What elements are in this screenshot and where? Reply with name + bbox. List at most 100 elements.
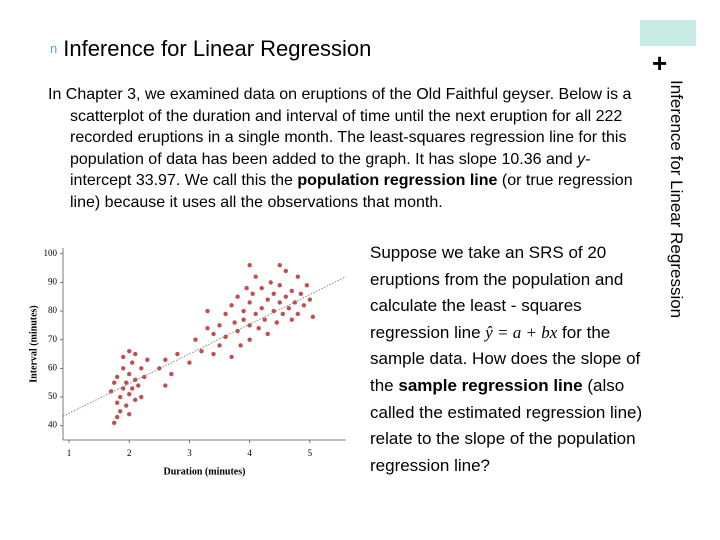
data-point: [118, 409, 123, 414]
data-point: [211, 331, 216, 337]
data-point: [295, 311, 301, 317]
data-point: [298, 291, 304, 297]
data-point: [265, 331, 270, 337]
data-point: [229, 354, 234, 360]
data-point: [277, 283, 282, 288]
data-point: [127, 391, 132, 397]
corner-block: [640, 20, 696, 46]
data-point: [259, 305, 264, 311]
text: -intercept: [70, 150, 591, 190]
data-point: [133, 351, 138, 357]
y-tick-label: 50: [48, 391, 58, 401]
data-point: [130, 360, 135, 365]
data-point: [256, 326, 261, 331]
corner-mark: +: [652, 48, 668, 78]
data-point: [121, 354, 126, 360]
slope: 10.36: [501, 150, 542, 168]
y-axis-label: Interval (minutes): [28, 305, 39, 383]
data-point: [241, 308, 246, 314]
bold-term: population regression line: [297, 172, 498, 189]
data-point: [247, 323, 252, 328]
data-point: [193, 337, 198, 342]
data-point: [205, 308, 210, 314]
data-point: [271, 308, 276, 314]
data-point: [187, 360, 192, 365]
data-point: [247, 300, 252, 305]
data-point: [244, 285, 249, 291]
data-point: [205, 326, 210, 331]
data-point: [139, 366, 144, 371]
data-point: [124, 380, 129, 385]
data-point: [262, 317, 267, 322]
data-point: [145, 357, 150, 362]
data-point: [250, 291, 255, 297]
data-point: [289, 288, 295, 294]
intro-paragraph: In Chapter 3, we examined data on erupti…: [48, 84, 640, 213]
data-point: [163, 383, 168, 388]
data-point: [292, 300, 298, 305]
data-point: [295, 274, 301, 279]
data-point: [253, 311, 258, 317]
data-point: [142, 374, 147, 380]
data-point: [163, 357, 168, 362]
data-point: [286, 305, 291, 311]
data-point: [111, 420, 117, 426]
data-point: [235, 294, 240, 299]
scatterplot: 40 50 60 70 80 90 100 1 2 3 4 5 Duration (minutes) In…: [28, 248, 347, 477]
data-point: [265, 297, 270, 302]
data-point: [136, 383, 141, 388]
data-point: [223, 311, 228, 317]
x-tick-label: 2: [127, 448, 132, 458]
bullet: n: [50, 41, 58, 56]
question-paragraph: Suppose we take an SRS of 20 eruptions f…: [370, 240, 655, 479]
formula: ŷ = a + bx: [485, 322, 558, 342]
data-point: [274, 320, 279, 325]
data-point: [121, 366, 126, 371]
data-point: [133, 377, 138, 383]
side-title: Inference for Linear Regression: [667, 80, 686, 319]
x-tick-label: 5: [308, 448, 313, 458]
data-point: [268, 280, 273, 285]
data-point: [111, 380, 117, 385]
data-point: [235, 328, 240, 334]
data-point: [304, 283, 310, 288]
data-point: [114, 374, 120, 380]
title: Inference for Linear Regression: [63, 36, 372, 61]
data-point: [124, 403, 129, 408]
data-point: [277, 262, 282, 268]
text: (also called the estimated regression li…: [370, 375, 643, 475]
data-point: [277, 300, 282, 305]
text: Suppose we take an SRS of 20 eruptions f…: [370, 243, 624, 342]
y-tick-label: 40: [48, 420, 58, 430]
intercept: 33.97: [135, 172, 176, 189]
data-point: [283, 294, 288, 299]
data-point: [223, 334, 228, 340]
slide-title: n Inference for Linear Regression: [50, 36, 371, 62]
data-point: [229, 303, 234, 308]
y-tick-label: 90: [48, 276, 58, 286]
data-point: [114, 400, 120, 405]
data-point: [211, 351, 216, 357]
data-point: [217, 343, 222, 348]
data-point: [139, 394, 144, 400]
data-point: [310, 314, 316, 319]
data-point: [169, 371, 174, 377]
data-point: [241, 317, 246, 322]
y-tick-label: 100: [44, 248, 58, 258]
text: and: [541, 150, 578, 168]
y-symbol: y: [577, 150, 586, 168]
data-point: [307, 297, 313, 302]
x-tick-label: 4: [247, 448, 252, 458]
data-point: [232, 320, 237, 325]
x-tick-label: 3: [187, 448, 192, 458]
text: In Chapter 3, we examined data on erupti…: [48, 86, 632, 168]
data-point: [121, 386, 126, 391]
bold-term: sample regression line: [398, 375, 583, 395]
data-point: [133, 397, 138, 403]
data-point: [247, 262, 252, 268]
y-tick-label: 70: [48, 334, 58, 344]
data-point: [283, 268, 288, 274]
data-point: [253, 274, 258, 279]
data-point: [127, 371, 132, 377]
